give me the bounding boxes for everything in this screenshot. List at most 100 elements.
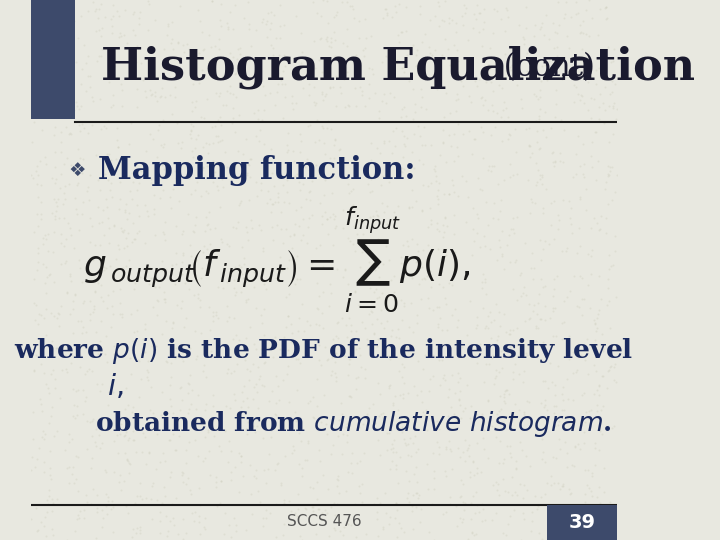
Point [552, 479, 563, 488]
Point [416, 274, 428, 283]
Point [398, 302, 410, 310]
Point [506, 491, 518, 500]
Point [109, 222, 120, 231]
Point [451, 90, 463, 98]
Point [337, 346, 348, 355]
Point [221, 239, 233, 248]
Point [360, 34, 372, 43]
Point [176, 258, 188, 266]
Point [35, 395, 46, 404]
Point [301, 316, 312, 325]
Point [492, 59, 504, 68]
Point [209, 168, 220, 177]
Point [30, 463, 41, 472]
Point [205, 43, 217, 51]
Point [102, 358, 113, 367]
Point [513, 69, 524, 78]
Point [340, 487, 351, 496]
Point [98, 262, 109, 271]
Point [273, 382, 284, 390]
Point [262, 465, 274, 474]
Point [433, 280, 445, 288]
Point [536, 535, 548, 540]
Point [67, 14, 78, 22]
Point [546, 292, 558, 301]
Point [97, 514, 109, 523]
Point [482, 106, 494, 114]
Point [500, 399, 511, 408]
Point [375, 306, 387, 314]
Point [375, 181, 387, 190]
Point [248, 340, 260, 348]
Point [456, 342, 468, 351]
Point [268, 200, 279, 209]
Point [392, 325, 404, 333]
Point [253, 72, 265, 81]
Point [509, 400, 521, 408]
Point [480, 278, 491, 286]
Point [390, 447, 401, 456]
Point [98, 122, 109, 131]
Point [302, 399, 313, 408]
Point [333, 334, 344, 343]
Point [251, 474, 262, 482]
Point [561, 449, 572, 458]
Point [243, 376, 255, 384]
Point [167, 500, 179, 508]
Point [323, 42, 335, 50]
Point [372, 314, 383, 323]
Point [323, 19, 334, 28]
Point [240, 525, 252, 534]
Point [184, 285, 195, 294]
Point [289, 260, 300, 268]
Point [140, 460, 152, 468]
Point [177, 469, 189, 478]
Point [81, 497, 92, 506]
Point [63, 85, 75, 94]
Point [117, 102, 128, 110]
Point [244, 322, 256, 331]
Point [277, 239, 289, 247]
Point [379, 489, 390, 497]
Point [593, 483, 605, 491]
Point [552, 421, 564, 430]
Point [100, 194, 112, 203]
Point [86, 454, 98, 463]
Point [396, 164, 408, 173]
Point [397, 153, 408, 161]
Point [482, 221, 494, 230]
Point [433, 22, 444, 30]
Point [395, 259, 407, 267]
Point [94, 337, 106, 346]
Point [446, 15, 458, 24]
Point [516, 446, 528, 454]
Point [456, 12, 468, 21]
Point [547, 307, 559, 316]
Point [284, 398, 295, 407]
Point [348, 171, 359, 179]
Point [148, 205, 159, 213]
Point [434, 151, 446, 160]
Point [473, 28, 485, 36]
Point [120, 262, 132, 271]
Point [401, 51, 413, 59]
Point [518, 367, 530, 375]
Point [300, 163, 311, 171]
Point [197, 457, 208, 465]
Point [457, 497, 469, 506]
Point [184, 379, 195, 388]
Point [59, 214, 71, 222]
Point [518, 34, 530, 43]
Point [528, 90, 540, 99]
Point [590, 128, 601, 137]
Point [322, 429, 333, 438]
Point [400, 112, 412, 120]
Point [333, 475, 344, 484]
Point [248, 282, 260, 291]
Point [176, 354, 188, 363]
Point [492, 215, 504, 224]
Point [77, 155, 89, 164]
Point [579, 355, 590, 364]
Point [289, 72, 301, 80]
Point [264, 89, 276, 98]
